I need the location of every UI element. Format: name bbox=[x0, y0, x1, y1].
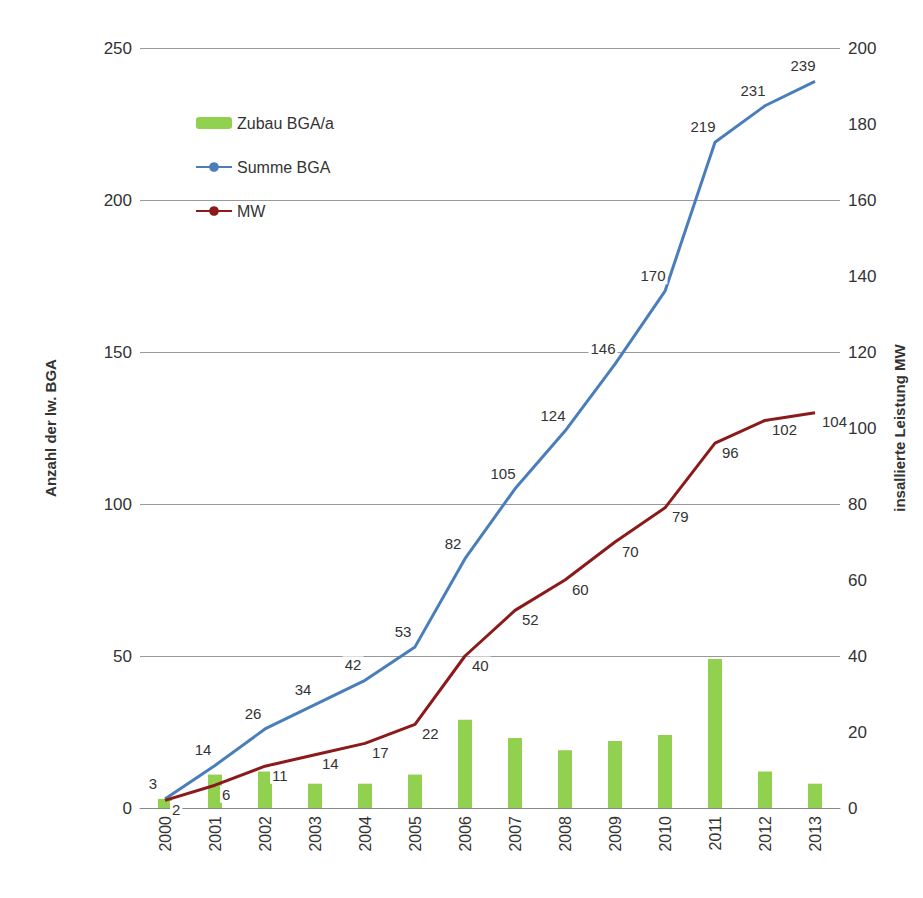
svg-text:170: 170 bbox=[640, 267, 665, 284]
svg-text:180: 180 bbox=[848, 115, 876, 134]
svg-text:2011: 2011 bbox=[707, 816, 724, 851]
svg-text:79: 79 bbox=[672, 508, 689, 525]
svg-text:Summe BGA: Summe BGA bbox=[237, 159, 331, 176]
svg-text:219: 219 bbox=[690, 118, 715, 135]
svg-text:80: 80 bbox=[848, 495, 867, 514]
svg-text:14: 14 bbox=[322, 755, 339, 772]
svg-text:140: 140 bbox=[848, 267, 876, 286]
svg-text:3: 3 bbox=[149, 775, 157, 792]
svg-text:40: 40 bbox=[848, 647, 867, 666]
svg-text:200: 200 bbox=[104, 191, 132, 210]
svg-text:2009: 2009 bbox=[607, 816, 624, 852]
svg-text:11: 11 bbox=[272, 767, 288, 784]
svg-text:2: 2 bbox=[172, 801, 180, 818]
svg-text:22: 22 bbox=[422, 725, 439, 742]
svg-text:2005: 2005 bbox=[407, 816, 424, 852]
svg-text:0: 0 bbox=[123, 799, 132, 818]
svg-text:102: 102 bbox=[772, 421, 797, 438]
svg-text:6: 6 bbox=[222, 786, 230, 803]
svg-text:100: 100 bbox=[104, 495, 132, 514]
svg-text:34: 34 bbox=[295, 681, 312, 698]
svg-text:231: 231 bbox=[740, 82, 765, 99]
svg-text:Zubau BGA/a: Zubau BGA/a bbox=[237, 115, 334, 132]
svg-text:52: 52 bbox=[522, 611, 539, 628]
svg-text:2012: 2012 bbox=[757, 816, 774, 852]
svg-text:2000: 2000 bbox=[157, 816, 174, 852]
svg-text:200: 200 bbox=[848, 39, 876, 58]
svg-text:105: 105 bbox=[490, 465, 515, 482]
svg-text:120: 120 bbox=[848, 343, 876, 362]
svg-text:2008: 2008 bbox=[557, 816, 574, 852]
svg-text:14: 14 bbox=[195, 741, 212, 758]
svg-text:150: 150 bbox=[104, 343, 132, 362]
svg-text:17: 17 bbox=[372, 744, 389, 761]
svg-text:42: 42 bbox=[345, 656, 362, 673]
svg-text:2006: 2006 bbox=[457, 816, 474, 852]
svg-text:26: 26 bbox=[245, 705, 262, 722]
svg-text:40: 40 bbox=[472, 657, 489, 674]
svg-text:MW: MW bbox=[237, 203, 266, 220]
svg-text:53: 53 bbox=[395, 623, 412, 640]
svg-text:124: 124 bbox=[540, 407, 565, 424]
svg-text:104: 104 bbox=[822, 413, 847, 430]
svg-text:2007: 2007 bbox=[507, 816, 524, 852]
svg-text:60: 60 bbox=[848, 571, 867, 590]
svg-text:50: 50 bbox=[113, 647, 132, 666]
svg-text:2013: 2013 bbox=[807, 816, 824, 852]
svg-text:2010: 2010 bbox=[657, 816, 674, 852]
svg-text:160: 160 bbox=[848, 191, 876, 210]
svg-text:2003: 2003 bbox=[307, 816, 324, 852]
svg-text:96: 96 bbox=[722, 444, 739, 461]
svg-text:70: 70 bbox=[622, 543, 639, 560]
svg-text:2004: 2004 bbox=[357, 816, 374, 852]
svg-text:60: 60 bbox=[572, 581, 589, 598]
svg-text:2001: 2001 bbox=[207, 816, 224, 852]
svg-text:239: 239 bbox=[790, 57, 815, 74]
svg-text:Anzahl der lw. BGA: Anzahl der lw. BGA bbox=[42, 359, 59, 497]
svg-text:146: 146 bbox=[590, 340, 615, 357]
svg-text:insallierte Leistung MW: insallierte Leistung MW bbox=[891, 343, 908, 511]
svg-text:0: 0 bbox=[848, 799, 857, 818]
svg-text:20: 20 bbox=[848, 723, 867, 742]
svg-text:100: 100 bbox=[848, 419, 876, 438]
svg-text:82: 82 bbox=[445, 535, 462, 552]
svg-text:2002: 2002 bbox=[257, 816, 274, 852]
svg-text:250: 250 bbox=[104, 39, 132, 58]
